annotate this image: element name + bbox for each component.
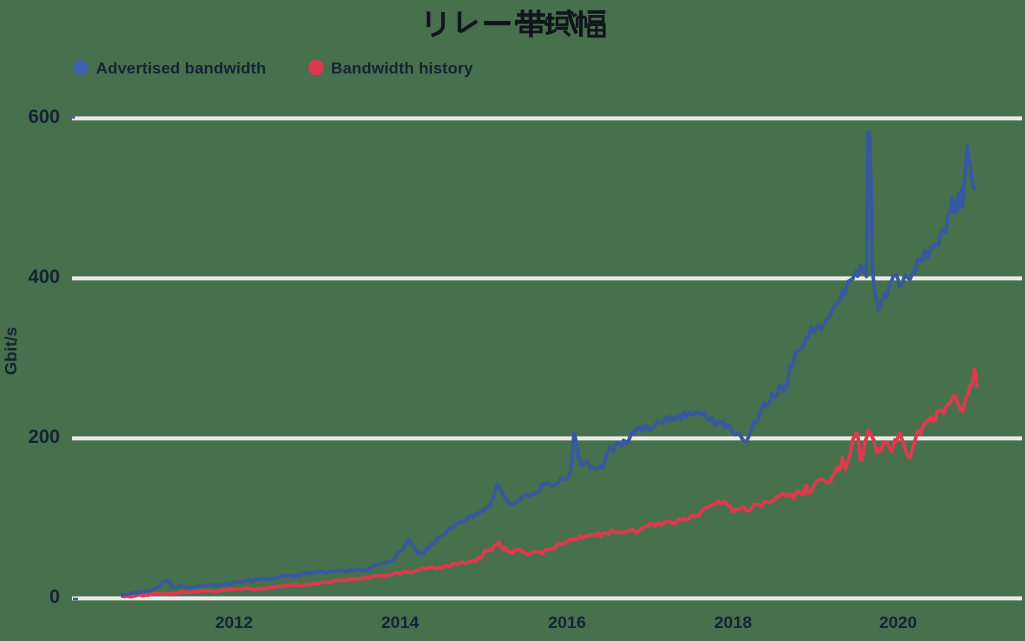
svg-text:2016: 2016	[548, 613, 586, 632]
svg-text:2012: 2012	[215, 613, 253, 632]
svg-text:2014: 2014	[381, 613, 419, 632]
svg-text:200: 200	[28, 427, 60, 448]
svg-text:Gbit/s: Gbit/s	[2, 327, 21, 375]
svg-text:600: 600	[28, 107, 60, 128]
svg-text:2020: 2020	[879, 613, 917, 632]
svg-text:0: 0	[49, 587, 60, 608]
svg-text:Advertised bandwidth: Advertised bandwidth	[96, 61, 266, 78]
svg-text:2018: 2018	[714, 613, 752, 632]
svg-text:Bandwidth history: Bandwidth history	[331, 61, 473, 78]
svg-text:400: 400	[28, 267, 60, 288]
